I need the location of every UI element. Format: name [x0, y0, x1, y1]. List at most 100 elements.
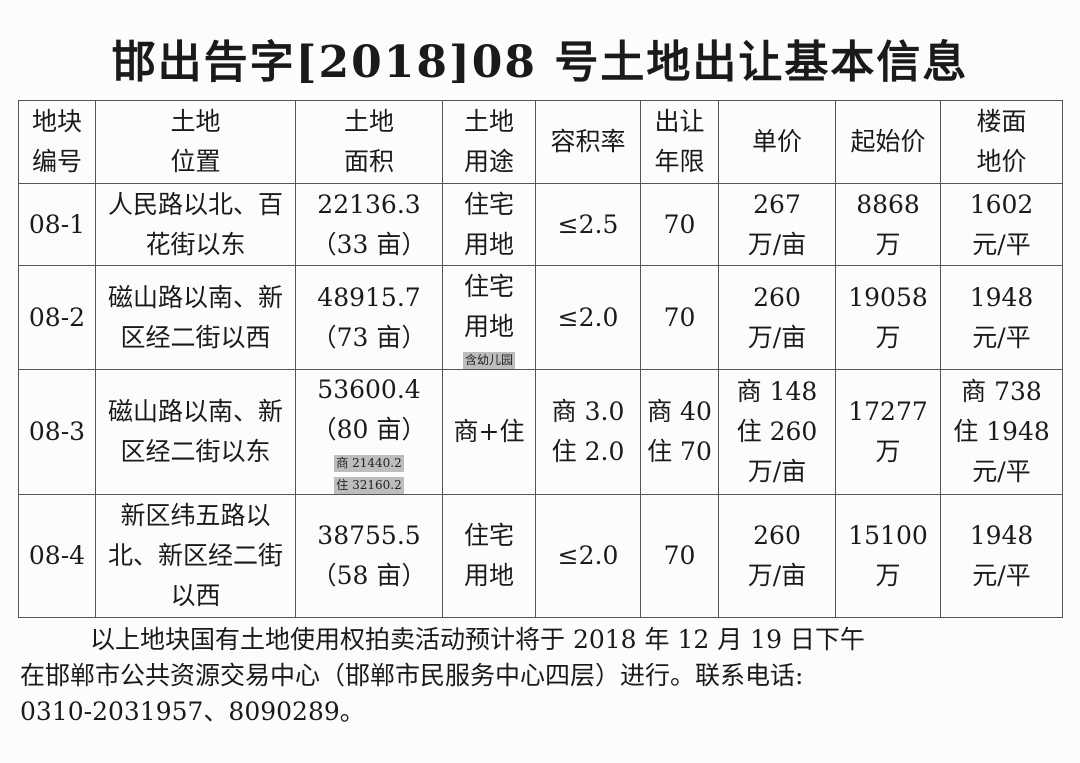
cell-line: 38755.5: [317, 521, 421, 550]
cell-line: 住宅: [463, 271, 514, 301]
column-header: 地块 编号: [18, 100, 96, 184]
header-row: 地块 编号 土地 位置 土地 面积 土地 用途 容积率 出让 年限 单价 起始价 楼面 地价: [18, 100, 1063, 184]
unit-price: 260 万/亩: [718, 265, 836, 370]
cell-line: 以西: [170, 581, 221, 610]
cell-line: 区经二街以东: [120, 437, 271, 466]
cell-line: 08-2: [28, 302, 86, 332]
footer-line: 在邯郸市公共资源交易中心（邯郸市民服务中心四层）进行。联系电话:: [20, 661, 804, 690]
cell-line: 1948: [969, 521, 1034, 550]
cell-line: 容积率: [550, 127, 626, 156]
floor-area-ratio: ≤2.5: [535, 183, 641, 266]
cell-line: （58 亩）: [311, 561, 427, 590]
cell-line: （73 亩）: [311, 322, 427, 352]
cell-line: 磁山路以南、新: [107, 282, 283, 312]
cell-line: 万: [875, 561, 901, 590]
footer-notice: 以上地块国有土地使用权拍卖活动预计将于 2018 年 12 月 19 日下午 在…: [20, 622, 1065, 730]
cell-line: 19058: [848, 282, 928, 312]
cell-line: 商 148: [736, 377, 818, 406]
cell-line: 8868: [856, 189, 920, 219]
floor-price: 1948 元/平: [940, 494, 1063, 618]
unit-price: 260 万/亩: [718, 494, 836, 618]
plot-id: 08-4: [18, 494, 96, 618]
cell-line: 用地: [463, 229, 514, 259]
floor-area-ratio: ≤2.0: [535, 494, 641, 618]
location: 磁山路以南、新 区经二街以西: [95, 265, 296, 370]
cell-line: 出让: [654, 107, 705, 136]
area: 48915.7 （73 亩）: [295, 265, 443, 370]
cell-line: 地块: [31, 107, 82, 136]
cell-line: 商 40: [647, 397, 712, 426]
cell-line: 万/亩: [747, 457, 807, 486]
cell-line: 楼面: [976, 107, 1027, 136]
cell-line: 土地: [170, 107, 221, 136]
cell-line: 住 2.0: [551, 437, 625, 466]
cell-line: 住宅: [463, 521, 514, 550]
table-row: 08-4 新区纬五路以 北、新区经二街 以西 38755.5 （58 亩） 住宅 用地 ≤2.0…: [18, 494, 1063, 618]
column-header: 土地 位置: [95, 100, 296, 184]
floor-price: 1948 元/平: [940, 265, 1063, 370]
floor-area-ratio: ≤2.0: [535, 265, 641, 370]
cell-line: 22136.3: [317, 189, 421, 219]
cell-line: 48915.7: [317, 282, 421, 312]
cell-line: 面积: [343, 147, 394, 176]
cell-line: 1602: [969, 189, 1034, 219]
location: 磁山路以南、新 区经二街以东: [95, 369, 296, 495]
cell-note: 住 32160.2: [334, 477, 404, 494]
cell-line: 花街以东: [145, 229, 246, 259]
land-use: 住宅 用地 含幼儿园: [442, 265, 536, 370]
cell-line: 08-1: [28, 209, 86, 239]
start-price: 15100 万: [835, 494, 941, 618]
area: 22136.3 （33 亩）: [295, 183, 443, 266]
column-header: 单价: [718, 100, 836, 184]
land-info-table: 地块 编号 土地 位置 土地 面积 土地 用途 容积率 出让 年限 单价 起始价 楼面 地价 08-1 人民路以…: [18, 100, 1063, 618]
column-header: 土地 面积: [295, 100, 443, 184]
cell-line: 08-3: [28, 417, 86, 446]
cell-line: 新区纬五路以: [120, 501, 271, 530]
unit-price: 267 万/亩: [718, 183, 836, 266]
column-header: 楼面 地价: [940, 100, 1063, 184]
cell-line: 53600.4: [317, 375, 421, 404]
term-years: 商 40 住 70: [640, 369, 719, 495]
land-use: 商+住: [442, 369, 536, 495]
cell-line: 70: [663, 302, 696, 332]
cell-line: ≤2.0: [557, 302, 619, 332]
column-header: 容积率: [535, 100, 641, 184]
cell-note: 含幼儿园: [462, 351, 515, 369]
term-years: 70: [640, 265, 719, 370]
cell-line: ≤2.5: [557, 209, 619, 239]
column-header: 起始价: [835, 100, 941, 184]
start-price: 17277 万: [835, 369, 941, 495]
plot-id: 08-1: [18, 183, 96, 266]
cell-line: 260: [753, 282, 801, 312]
cell-line: 元/平: [972, 561, 1031, 590]
cell-line: 土地: [343, 107, 394, 136]
cell-line: 商 738: [961, 377, 1042, 406]
column-header: 出让 年限: [640, 100, 719, 184]
cell-line: 267: [753, 189, 801, 219]
cell-line: 17277: [848, 397, 928, 426]
cell-note: 商 21440.2: [334, 455, 404, 472]
floor-price: 商 738 住 1948 元/平: [940, 369, 1063, 495]
start-price: 19058 万: [835, 265, 941, 370]
plot-id: 08-2: [18, 265, 96, 370]
cell-line: 元/平: [972, 229, 1031, 259]
cell-line: 用途: [463, 147, 514, 176]
cell-line: 人民路以北、百: [107, 189, 283, 219]
table-row: 08-1 人民路以北、百 花街以东 22136.3 （33 亩） 住宅 用地 ≤2.5 70 26…: [18, 183, 1063, 266]
cell-line: 元/平: [972, 322, 1031, 352]
cell-line: 万/亩: [747, 229, 807, 259]
cell-line: 年限: [654, 147, 705, 176]
cell-line: 万: [875, 322, 901, 352]
page-title: 邯出告字[2018]08 号土地出让基本信息: [111, 37, 969, 88]
cell-line: 位置: [170, 147, 221, 176]
cell-line: 08-4: [28, 541, 86, 570]
location: 新区纬五路以 北、新区经二街 以西: [95, 494, 296, 618]
cell-line: ≤2.0: [557, 541, 619, 570]
cell-line: 商 3.0: [551, 397, 625, 426]
cell-line: 住宅: [463, 189, 514, 219]
table-row: 08-3 磁山路以南、新 区经二街以东 53600.4 （80 亩） 商 21440.2 住…: [18, 369, 1063, 495]
cell-line: 万: [875, 437, 901, 466]
cell-line: （33 亩）: [311, 229, 427, 259]
location: 人民路以北、百 花街以东: [95, 183, 296, 266]
cell-line: 万/亩: [747, 322, 807, 352]
